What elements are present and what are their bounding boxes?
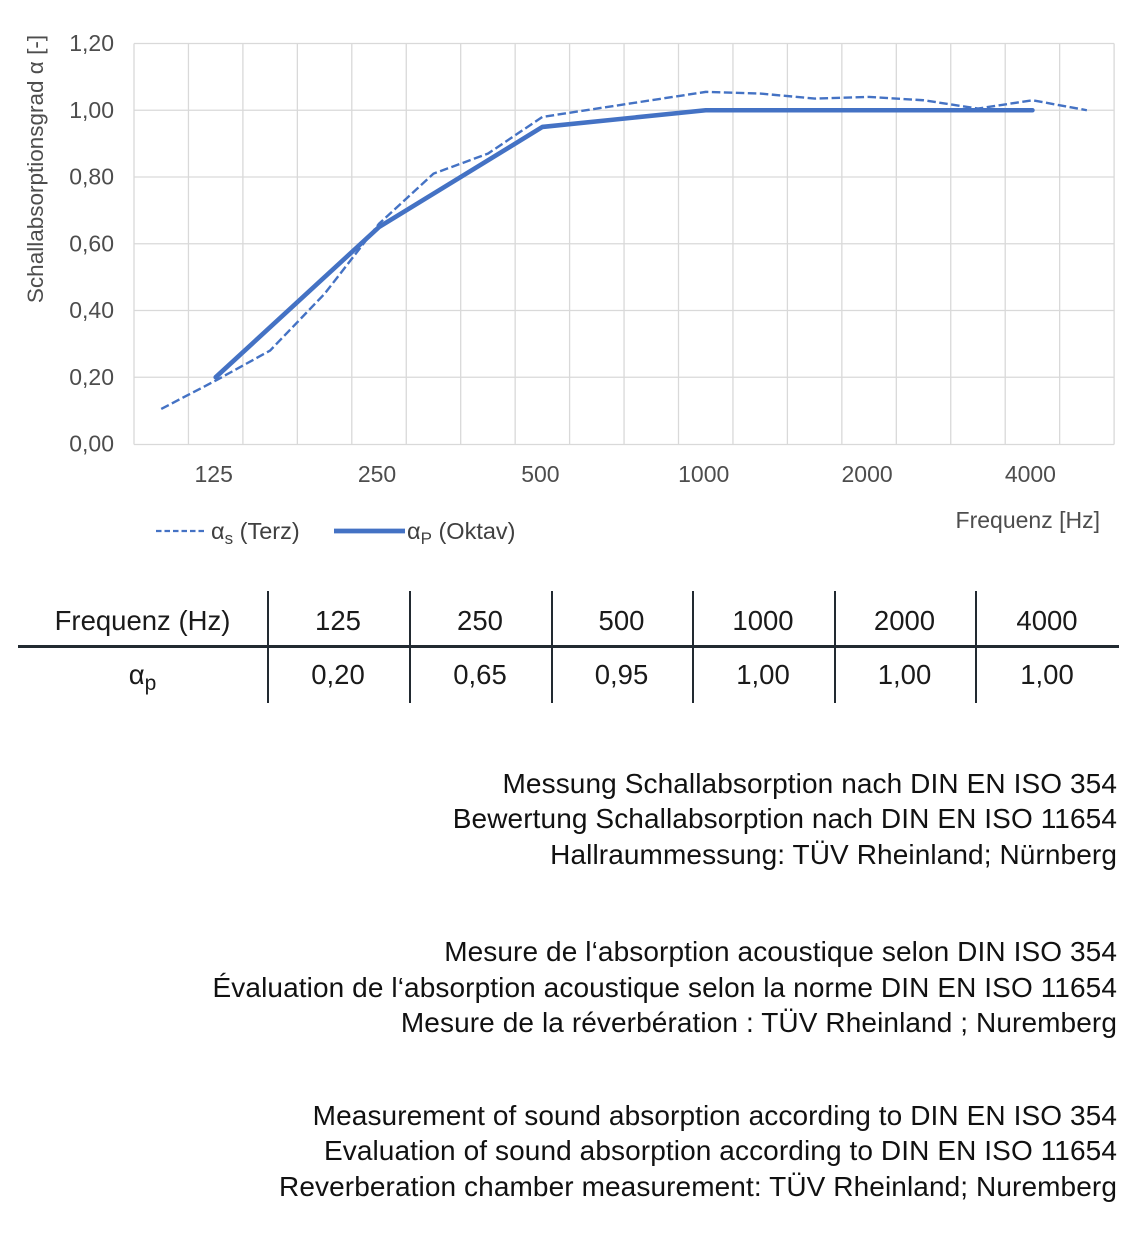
svg-text:1,00: 1,00: [69, 97, 114, 123]
svg-text:0,80: 0,80: [69, 164, 114, 190]
svg-text:500: 500: [521, 461, 559, 487]
svg-text:1000: 1000: [678, 461, 729, 487]
svg-text:125: 125: [195, 461, 233, 487]
svg-text:Frequenz [Hz]: Frequenz [Hz]: [956, 507, 1100, 533]
svg-text:0,20: 0,20: [69, 364, 114, 390]
svg-text:αs (Terz): αs (Terz): [211, 518, 300, 548]
svg-text:2000: 2000: [842, 461, 893, 487]
svg-text:0,00: 0,00: [69, 431, 114, 457]
svg-text:Schallabsorptionsgrad α [-]: Schallabsorptionsgrad α [-]: [23, 35, 48, 303]
svg-text:0,40: 0,40: [69, 297, 114, 323]
svg-text:0,60: 0,60: [69, 230, 114, 256]
svg-text:αP (Oktav): αP (Oktav): [407, 518, 516, 548]
svg-text:250: 250: [358, 461, 396, 487]
svg-text:1,20: 1,20: [69, 30, 114, 56]
svg-text:4000: 4000: [1005, 461, 1056, 487]
